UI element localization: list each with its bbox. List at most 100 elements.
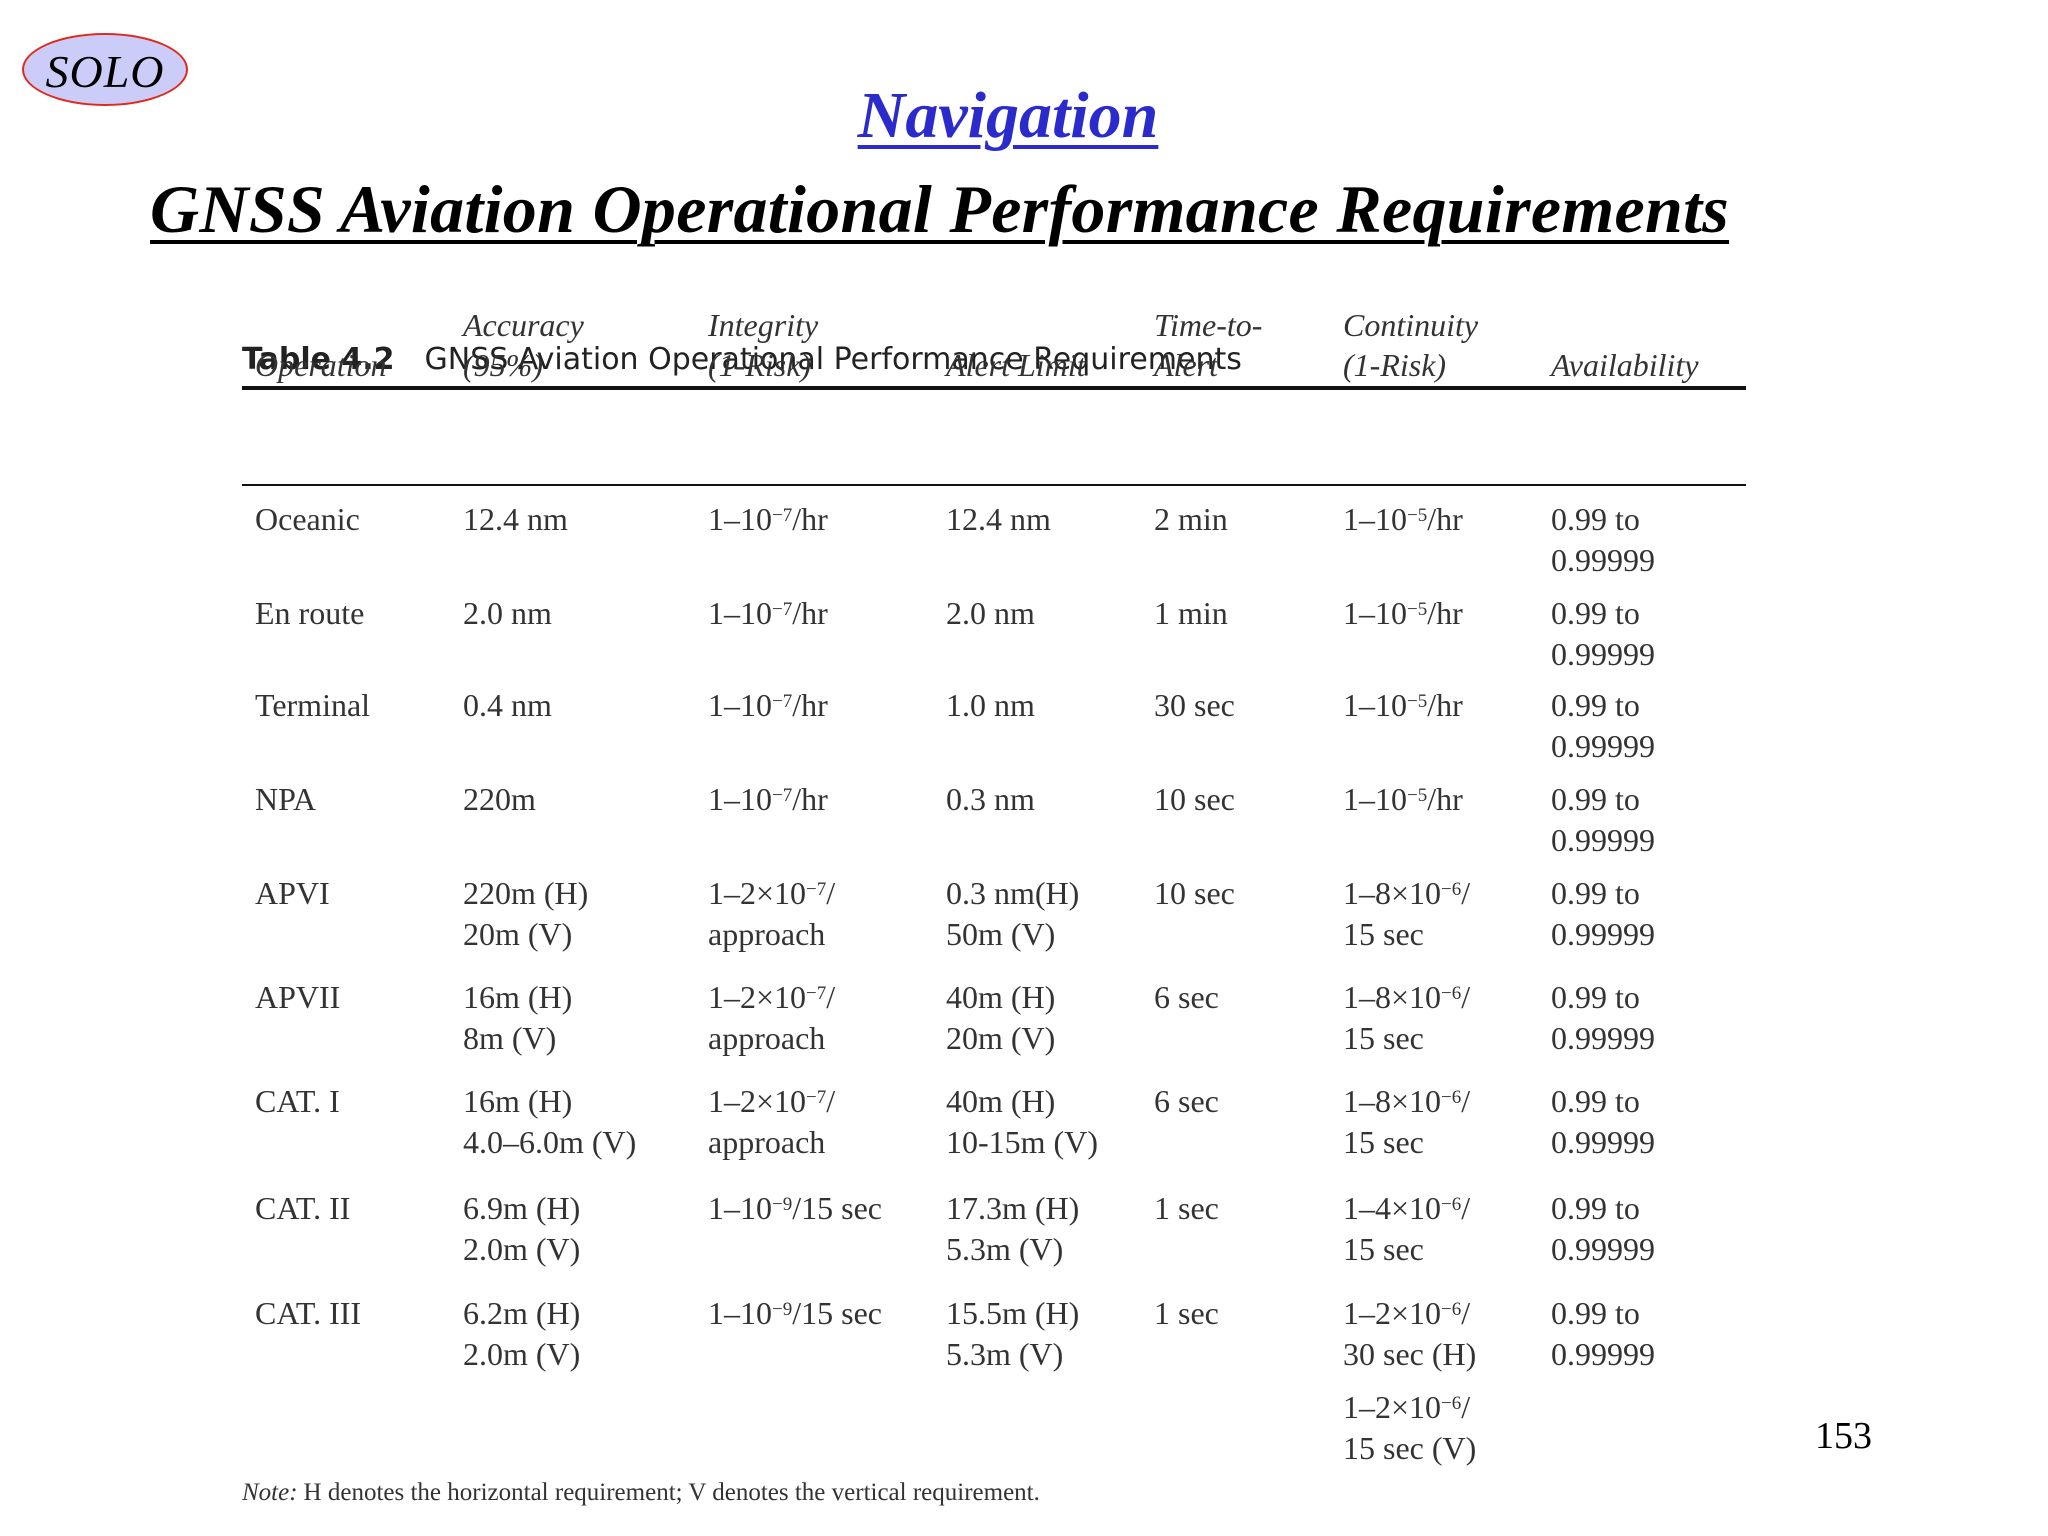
- logo-text: SOLO: [45, 46, 165, 97]
- cell-time-to-alert: 2 min: [1154, 501, 1228, 537]
- column-header-continuity: Continuity: [1343, 307, 1479, 343]
- cell-alert-limit: 17.3m (H): [946, 1190, 1080, 1226]
- cell-time-to-alert: 1 sec: [1154, 1295, 1219, 1331]
- cell-accuracy: 16m (H): [463, 1083, 573, 1119]
- cell-integrity: 1–10−7/hr: [708, 501, 828, 537]
- cell-integrity: 1–2×10−7/: [708, 1083, 836, 1119]
- cell-availability: 0.99 to: [1551, 501, 1640, 537]
- note-label: Note:: [242, 1479, 298, 1506]
- cell-accuracy: 8m (V): [463, 1020, 557, 1056]
- column-header-accuracy: Accuracy: [463, 307, 584, 343]
- column-header-time-to-alert: Alert: [1154, 347, 1218, 383]
- cell-integrity: approach: [708, 916, 826, 952]
- column-header-integrity: Integrity: [708, 307, 819, 343]
- cell-alert-limit: 40m (H): [946, 979, 1056, 1015]
- cell-time-to-alert: 10 sec: [1154, 781, 1235, 817]
- cell-operation: CAT. II: [255, 1190, 351, 1226]
- cell-alert-limit: 2.0 nm: [946, 595, 1035, 631]
- column-header-continuity: (1-Risk): [1343, 347, 1447, 383]
- column-header-integrity: (1-Risk): [708, 347, 812, 383]
- cell-availability: 0.99999: [1551, 728, 1655, 764]
- cell-availability: 0.99 to: [1551, 875, 1640, 911]
- cell-availability: 0.99 to: [1551, 1295, 1640, 1331]
- cell-accuracy: 12.4 nm: [463, 501, 568, 537]
- page-number: 153: [1815, 1415, 1872, 1457]
- cell-continuity: 1–10−5/hr: [1343, 781, 1463, 817]
- table-top-rule: [242, 386, 1746, 390]
- cell-alert-limit: 5.3m (V): [946, 1231, 1064, 1267]
- cell-availability: 0.99 to: [1551, 1190, 1640, 1226]
- cell-alert-limit: 0.3 nm: [946, 781, 1035, 817]
- cell-continuity: 15 sec: [1343, 916, 1424, 952]
- cell-availability: 0.99999: [1551, 822, 1655, 858]
- note-text: H denotes the horizontal requirement; V …: [303, 1479, 1040, 1506]
- cell-availability: 0.99999: [1551, 1336, 1655, 1372]
- section-title: Navigation: [857, 79, 1159, 152]
- table-caption: Table 4.2 GNSS Aviation Operational Perfo…: [242, 342, 1242, 377]
- cell-continuity: 15 sec (V): [1343, 1430, 1477, 1466]
- cell-time-to-alert: 6 sec: [1154, 1083, 1219, 1119]
- cell-continuity: 1–8×10−6/: [1343, 979, 1471, 1015]
- cell-continuity: 15 sec: [1343, 1231, 1424, 1267]
- cell-alert-limit: 20m (V): [946, 1020, 1056, 1056]
- cell-integrity: 1–10−7/hr: [708, 781, 828, 817]
- cell-integrity: 1–2×10−7/: [708, 979, 836, 1015]
- cell-accuracy: 2.0m (V): [463, 1336, 581, 1372]
- cell-availability: 0.99999: [1551, 636, 1655, 672]
- cell-time-to-alert: 10 sec: [1154, 875, 1235, 911]
- cell-availability: 0.99 to: [1551, 687, 1640, 723]
- table-number: Table 4.2: [242, 342, 395, 377]
- cell-time-to-alert: 30 sec: [1154, 687, 1235, 723]
- cell-operation: APVII: [255, 979, 341, 1015]
- cell-accuracy: 6.2m (H): [463, 1295, 581, 1331]
- cell-integrity: 1–10−7/hr: [708, 687, 828, 723]
- cell-accuracy: 2.0m (V): [463, 1231, 581, 1267]
- cell-accuracy: 20m (V): [463, 916, 573, 952]
- cell-integrity: 1–10−7/hr: [708, 595, 828, 631]
- cell-integrity: 1–2×10−7/: [708, 875, 836, 911]
- cell-continuity: 1–2×10−6/: [1343, 1295, 1471, 1331]
- cell-alert-limit: 12.4 nm: [946, 501, 1051, 537]
- solo-logo-badge: SOLO: [22, 33, 188, 106]
- cell-alert-limit: 40m (H): [946, 1083, 1056, 1119]
- cell-continuity: 30 sec (H): [1343, 1336, 1477, 1372]
- cell-integrity: 1–10−9/15 sec: [708, 1190, 882, 1226]
- cell-operation: APVI: [255, 875, 330, 911]
- cell-continuity: 1–2×10−6/: [1343, 1389, 1471, 1425]
- cell-accuracy: 2.0 nm: [463, 595, 552, 631]
- cell-alert-limit: 0.3 nm(H): [946, 875, 1080, 911]
- cell-continuity: 1–10−5/hr: [1343, 595, 1463, 631]
- cell-availability: 0.99999: [1551, 1124, 1655, 1160]
- cell-operation: CAT. I: [255, 1083, 340, 1119]
- cell-continuity: 1–10−5/hr: [1343, 501, 1463, 537]
- cell-time-to-alert: 1 sec: [1154, 1190, 1219, 1226]
- cell-alert-limit: 1.0 nm: [946, 687, 1035, 723]
- table-caption-title: GNSS Aviation Operational Performance Re…: [424, 342, 1242, 377]
- cell-continuity: 15 sec: [1343, 1020, 1424, 1056]
- cell-operation: CAT. III: [255, 1295, 362, 1331]
- cell-alert-limit: 10-15m (V): [946, 1124, 1098, 1160]
- cell-time-to-alert: 6 sec: [1154, 979, 1219, 1015]
- cell-accuracy: 220m: [463, 781, 536, 817]
- cell-integrity: approach: [708, 1020, 826, 1056]
- cell-operation: Oceanic: [255, 501, 360, 537]
- column-header-operation: Operation: [255, 347, 387, 383]
- cell-accuracy: 0.4 nm: [463, 687, 552, 723]
- cell-availability: 0.99 to: [1551, 1083, 1640, 1119]
- cell-continuity: 1–10−5/hr: [1343, 687, 1463, 723]
- cell-time-to-alert: 1 min: [1154, 595, 1228, 631]
- cell-alert-limit: 15.5m (H): [946, 1295, 1080, 1331]
- cell-operation: NPA: [255, 781, 317, 817]
- cell-accuracy: 220m (H): [463, 875, 589, 911]
- cell-continuity: 1–8×10−6/: [1343, 875, 1471, 911]
- cell-accuracy: 16m (H): [463, 979, 573, 1015]
- cell-availability: 0.99999: [1551, 542, 1655, 578]
- cell-operation: Terminal: [255, 687, 371, 723]
- column-header-time-to-alert: Time-to-: [1154, 307, 1263, 343]
- cell-continuity: 1–4×10−6/: [1343, 1190, 1471, 1226]
- cell-accuracy: 4.0–6.0m (V): [463, 1124, 637, 1160]
- cell-availability: 0.99 to: [1551, 595, 1640, 631]
- cell-availability: 0.99999: [1551, 1231, 1655, 1267]
- cell-availability: 0.99 to: [1551, 781, 1640, 817]
- column-header-availability: Availability: [1551, 347, 1699, 383]
